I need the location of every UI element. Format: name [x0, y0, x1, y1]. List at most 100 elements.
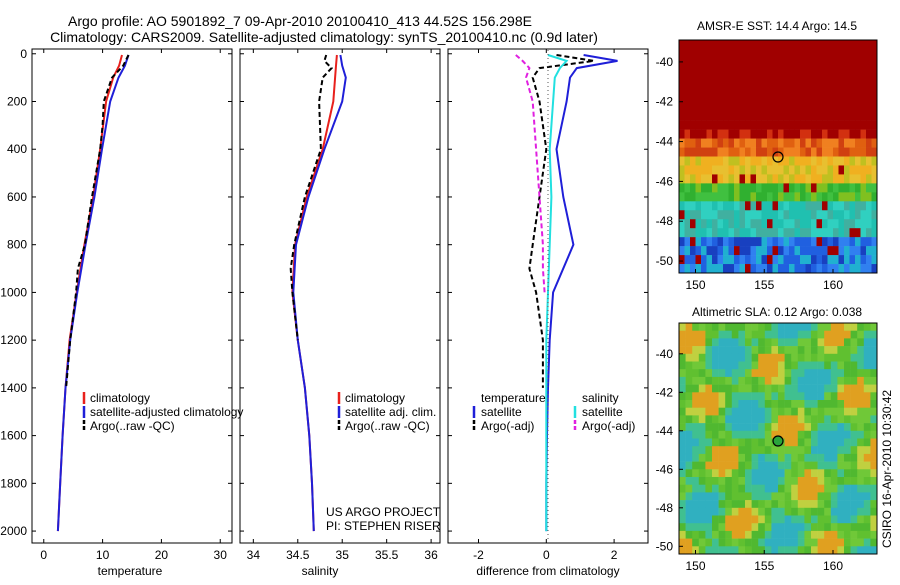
- heatmap-cell: [837, 423, 845, 432]
- heatmap-cell: [827, 183, 834, 193]
- heatmap-cell: [750, 237, 757, 247]
- heatmap-cell: [871, 129, 878, 139]
- heatmap-cell: [800, 57, 806, 68]
- heatmap-cell: [791, 376, 799, 385]
- heatmap-cell: [855, 66, 861, 77]
- heatmap-cell: [778, 192, 784, 202]
- heatmap-cell: [764, 407, 772, 416]
- heatmap-cell: [745, 138, 751, 148]
- heatmap-cell: [783, 219, 790, 229]
- heatmap-cell: [712, 48, 718, 59]
- heatmap-cell: [718, 346, 726, 355]
- heatmap-cell: [738, 484, 746, 493]
- heatmap-cell: [764, 430, 772, 439]
- heatmap-cell: [800, 138, 806, 148]
- heatmap-cell: [794, 93, 801, 104]
- heatmap-cell: [764, 546, 772, 555]
- heatmap-cell: [789, 138, 795, 148]
- heatmap-cell: [811, 515, 818, 524]
- heatmap-cell: [855, 84, 861, 95]
- heatmap-cell: [816, 255, 823, 265]
- map-x-tick-label: 160: [823, 559, 843, 573]
- heatmap-cell: [827, 111, 834, 121]
- heatmap-cell: [756, 129, 762, 139]
- heatmap-cell: [830, 400, 838, 408]
- heatmap-cell: [857, 361, 865, 370]
- heatmap-cell: [784, 469, 792, 478]
- heatmap-cell: [838, 48, 845, 59]
- heatmap-cell: [791, 415, 799, 424]
- heatmap-cell: [739, 183, 746, 193]
- heatmap-cell: [857, 400, 865, 408]
- heatmap-cell: [723, 156, 729, 166]
- heatmap-cell: [837, 330, 845, 339]
- heatmap-cell: [804, 423, 812, 432]
- heatmap-cell: [816, 183, 823, 193]
- heatmap-cell: [844, 353, 851, 362]
- heatmap-cell: [772, 246, 779, 256]
- heatmap-cell: [860, 183, 867, 193]
- heatmap-cell: [797, 346, 805, 355]
- heatmap-cell: [860, 120, 867, 130]
- heatmap-cell: [771, 376, 779, 385]
- heatmap-cell: [824, 492, 832, 501]
- heatmap-cell: [789, 183, 795, 193]
- heatmap-cell: [734, 156, 740, 166]
- heatmap-cell: [698, 353, 706, 362]
- heatmap-cell: [794, 129, 801, 139]
- heatmap-cell: [745, 523, 752, 532]
- heatmap-cell: [855, 201, 861, 211]
- heatmap-cell: [833, 147, 839, 157]
- heatmap-cell: [783, 201, 790, 211]
- heatmap-cell: [844, 530, 851, 539]
- heatmap-cell: [811, 323, 818, 331]
- heatmap-cell: [690, 174, 696, 184]
- heatmap-cell: [871, 75, 878, 86]
- heatmap-cell: [734, 237, 740, 247]
- heatmap-cell: [804, 461, 812, 470]
- heatmap-cell: [764, 469, 772, 478]
- heatmap-cell: [791, 515, 799, 524]
- heatmap-cell: [756, 210, 762, 220]
- heatmap-cell: [863, 500, 871, 509]
- heatmap-cell: [772, 120, 779, 130]
- heatmap-cell: [804, 415, 812, 424]
- heatmap-cell: [855, 174, 861, 184]
- heatmap-cell: [698, 400, 706, 408]
- heatmap-cell: [778, 183, 784, 193]
- heatmap-cell: [849, 237, 856, 247]
- heatmap-cell: [860, 84, 867, 95]
- heatmap-cell: [745, 237, 751, 247]
- depth-tick-label: 1200: [0, 333, 27, 347]
- heatmap-cell: [717, 228, 724, 238]
- heatmap-cell: [767, 192, 773, 202]
- heatmap-cell: [871, 255, 878, 265]
- heatmap-cell: [870, 484, 878, 493]
- heatmap-cell: [817, 400, 825, 408]
- series-line-salinity-satellite: [545, 54, 569, 532]
- heatmap-cell: [756, 228, 762, 238]
- heatmap-cell: [695, 84, 702, 95]
- heatmap-cell: [857, 446, 865, 455]
- heatmap-cell: [764, 392, 772, 401]
- heatmap-cell: [734, 129, 740, 139]
- heatmap-cell: [767, 48, 773, 59]
- heatmap-cell: [731, 384, 739, 393]
- heatmap-cell: [824, 430, 832, 439]
- heatmap-cell: [679, 156, 685, 166]
- heatmap-cell: [758, 453, 766, 462]
- heatmap-cell: [855, 147, 861, 157]
- heatmap-cell: [685, 338, 693, 347]
- heatmap-cell: [833, 57, 839, 68]
- heatmap-cell: [725, 515, 733, 524]
- heatmap-cell: [857, 453, 865, 462]
- heatmap-cell: [850, 515, 858, 524]
- heatmap-cell: [756, 48, 762, 59]
- series-line-climatology: [56, 54, 123, 532]
- heatmap-cell: [789, 120, 795, 130]
- heatmap-cell: [758, 530, 766, 539]
- heatmap-cell: [761, 156, 768, 166]
- heatmap-cell: [698, 361, 706, 370]
- heatmap-cell: [855, 192, 861, 202]
- heatmap-cell: [870, 453, 878, 462]
